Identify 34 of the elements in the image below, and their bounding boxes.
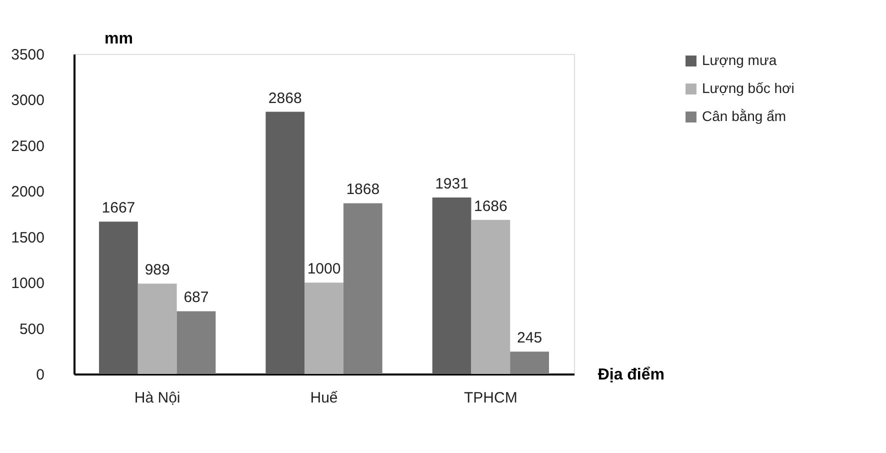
x-axis-title: Địa điểm (598, 366, 664, 384)
x-tick-label: Hà Nội (134, 390, 180, 406)
x-tick-label: TPHCM (464, 390, 518, 406)
y-tick-label: 0 (36, 366, 44, 384)
y-tick-label: 500 (19, 320, 44, 338)
bar (138, 284, 177, 374)
y-tick-label: 1500 (11, 229, 44, 246)
data-label: 1868 (346, 181, 380, 198)
bar (471, 220, 510, 374)
bar (99, 222, 138, 374)
legend-label: Lượng mưa (702, 52, 777, 68)
bar (176, 311, 216, 374)
bar (304, 282, 344, 374)
y-tick-label: 3000 (11, 92, 44, 110)
data-label: 1686 (474, 198, 508, 215)
y-tick-label: 3500 (11, 46, 44, 64)
legend-label: Cân bằng ẩm (702, 108, 786, 124)
data-label: 989 (144, 262, 170, 279)
bar (432, 197, 472, 374)
y-tick-label: 1000 (11, 275, 44, 292)
data-label: 687 (184, 289, 209, 306)
y-tick-label: 2000 (11, 184, 44, 201)
data-label: 1667 (102, 200, 136, 217)
legend-label: Lượng bốc hơi (702, 80, 794, 96)
bar (266, 112, 305, 374)
bar (343, 203, 382, 374)
data-label: 1931 (435, 175, 468, 192)
y-axis-title: mm (104, 30, 133, 48)
data-label: 1000 (307, 260, 341, 278)
bar (510, 352, 549, 374)
x-tick-label: Huế (310, 390, 338, 406)
data-label: 245 (517, 330, 542, 347)
data-label: 2868 (268, 90, 302, 107)
y-tick-label: 2500 (11, 138, 44, 155)
